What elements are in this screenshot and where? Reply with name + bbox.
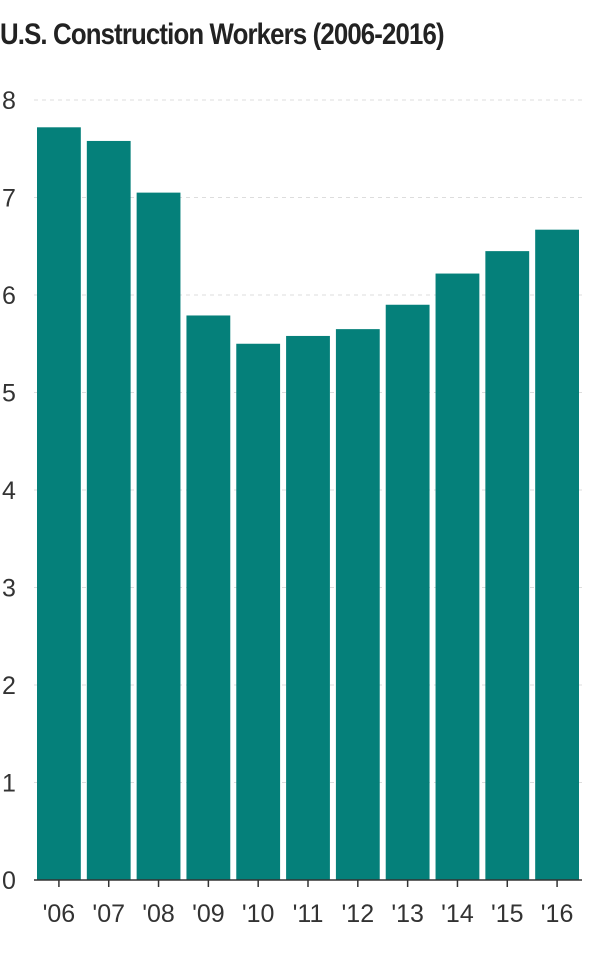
- bar-15: [485, 251, 530, 880]
- x-tick-label: '10: [242, 900, 275, 928]
- x-tick-label: '16: [541, 900, 574, 928]
- bar-08: [136, 192, 181, 880]
- y-tick-label: 3: [2, 575, 16, 603]
- x-tick-label: '13: [391, 900, 424, 928]
- bar-12: [335, 329, 380, 880]
- x-tick-label: '14: [441, 900, 474, 928]
- y-tick-label: 0: [2, 867, 16, 895]
- x-tick-label: '06: [43, 900, 76, 928]
- y-tick-label: 5: [2, 380, 16, 408]
- x-tick-label: '12: [342, 900, 375, 928]
- y-tick-label: 6: [2, 282, 16, 310]
- y-tick-label: 8: [2, 87, 16, 115]
- y-tick-label: 4: [2, 477, 16, 505]
- bar-06: [37, 127, 81, 881]
- x-tick-label: '07: [92, 900, 125, 928]
- bar-13: [385, 304, 430, 880]
- x-tick-label: '08: [142, 900, 175, 928]
- y-tick-label: 7: [2, 185, 16, 213]
- bar-14: [435, 273, 480, 880]
- x-tick-label: '15: [491, 900, 524, 928]
- x-tick-label: '09: [192, 900, 225, 928]
- y-tick-label: 2: [2, 672, 16, 700]
- y-tick-label: 1: [2, 770, 16, 798]
- bar-11: [286, 335, 330, 880]
- bars: [37, 127, 579, 881]
- bar-10: [236, 343, 281, 880]
- bar-09: [186, 315, 231, 881]
- axes: 0 1 2 3 4 5 6 7 8 '06 '07 '08 '09 '10 '11 '12 '13 '14 '15 '…: [2, 87, 582, 928]
- bar-16: [535, 229, 579, 881]
- x-tick-label: '11: [293, 900, 324, 928]
- chart-title: U.S. Construction Workers (2006-2016): [0, 18, 445, 51]
- bar-07: [86, 140, 131, 880]
